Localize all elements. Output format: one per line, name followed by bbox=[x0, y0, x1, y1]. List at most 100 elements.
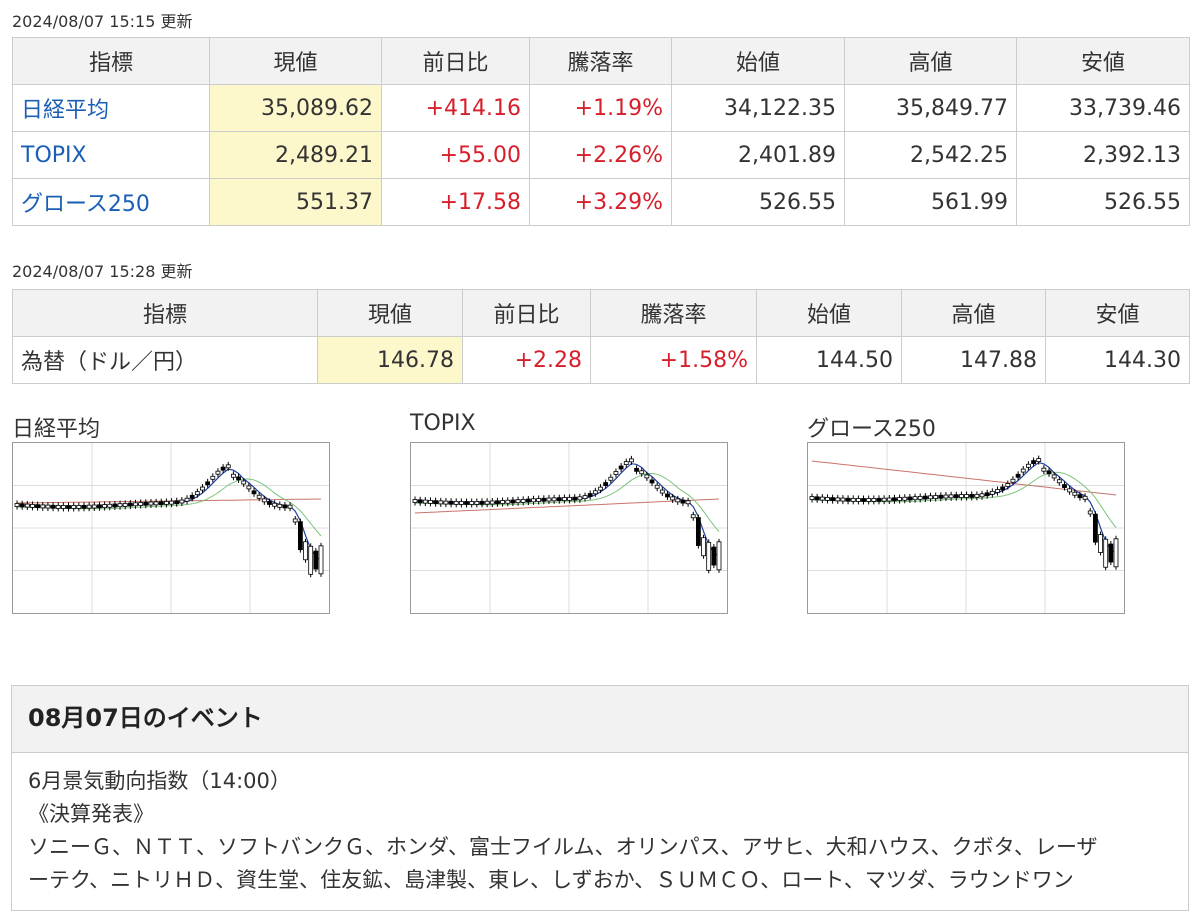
candle bbox=[644, 471, 650, 481]
candle bbox=[618, 463, 624, 473]
candle-body bbox=[546, 497, 552, 502]
candle-body bbox=[649, 479, 655, 484]
candle bbox=[138, 499, 144, 509]
candle-body bbox=[562, 497, 567, 501]
candle bbox=[30, 501, 35, 511]
col-header-low: 安値 bbox=[1016, 37, 1190, 85]
candle-body bbox=[639, 470, 645, 475]
candle bbox=[582, 492, 588, 502]
candle-body bbox=[1051, 474, 1057, 479]
candle-body bbox=[55, 504, 61, 509]
table-header-row: 指標 現値 前日比 騰落率 始値 高値 安値 bbox=[12, 289, 1190, 337]
candle-body bbox=[567, 496, 572, 501]
candle bbox=[448, 498, 454, 508]
candle-body bbox=[236, 476, 241, 481]
candle-body bbox=[587, 493, 593, 497]
candle bbox=[174, 497, 180, 507]
candle-body bbox=[907, 496, 913, 501]
chart-svg bbox=[411, 443, 727, 613]
candle bbox=[35, 501, 41, 511]
event-body: 6月景気動向指数（14:00） 《決算発表》 ソニーＧ、ＮＴＴ、ソフトバンクＧ、… bbox=[12, 753, 1188, 897]
low-value: 33,739.46 bbox=[1016, 84, 1190, 132]
chart-nikkei[interactable] bbox=[12, 442, 330, 614]
candle bbox=[835, 494, 841, 504]
candle bbox=[845, 495, 851, 505]
candle-body bbox=[1020, 468, 1026, 473]
candle bbox=[200, 484, 205, 494]
candle-body bbox=[845, 497, 851, 502]
candle-body bbox=[577, 496, 583, 501]
candle-body bbox=[102, 504, 107, 508]
candle-body bbox=[551, 497, 557, 502]
event-title: 08月07日のイベント bbox=[12, 686, 1188, 753]
candle bbox=[303, 538, 308, 563]
candle-body bbox=[35, 504, 41, 509]
candle-body bbox=[835, 497, 841, 502]
candle bbox=[169, 498, 174, 508]
candle-body bbox=[76, 505, 82, 509]
candle-body bbox=[484, 500, 490, 505]
moving-average-short bbox=[414, 463, 720, 557]
candle bbox=[1113, 535, 1119, 570]
candle bbox=[695, 514, 701, 549]
col-header-high: 高値 bbox=[901, 289, 1046, 337]
candle bbox=[665, 490, 670, 500]
candle bbox=[428, 497, 433, 507]
candle-body bbox=[40, 504, 46, 509]
candle bbox=[220, 464, 226, 474]
candle bbox=[313, 548, 319, 573]
candle bbox=[102, 501, 107, 511]
index-link-growth250[interactable]: グロース250 bbox=[12, 178, 210, 226]
candle-body bbox=[297, 521, 303, 551]
candle-body bbox=[525, 498, 531, 503]
candle bbox=[1010, 476, 1016, 486]
candle bbox=[256, 492, 262, 502]
candle bbox=[122, 500, 128, 510]
candle-body bbox=[91, 504, 97, 509]
candle-body bbox=[66, 505, 71, 509]
event-panel: 08月07日のイベント 6月景気動向指数（14:00） 《決算発表》 ソニーＧ、… bbox=[11, 685, 1189, 911]
candle-body bbox=[148, 501, 154, 506]
candle-body bbox=[654, 484, 660, 489]
high-value: 35,849.77 bbox=[844, 84, 1017, 132]
candle bbox=[556, 494, 562, 504]
candle-body bbox=[179, 499, 185, 504]
candle bbox=[510, 496, 516, 506]
candle-body bbox=[97, 504, 102, 509]
chart-svg bbox=[808, 443, 1124, 613]
candle bbox=[189, 492, 195, 502]
candle-body bbox=[618, 465, 624, 470]
candle bbox=[81, 502, 87, 512]
candle bbox=[938, 492, 944, 502]
chart-growth250[interactable] bbox=[807, 442, 1125, 614]
index-link-topix[interactable]: TOPIX bbox=[12, 131, 210, 179]
candle-body bbox=[107, 503, 113, 508]
high-value: 147.88 bbox=[901, 336, 1046, 384]
index-link-nikkei[interactable]: 日経平均 bbox=[12, 84, 210, 132]
candle-body bbox=[220, 466, 226, 471]
candle-body bbox=[143, 501, 149, 506]
candle-body bbox=[500, 500, 505, 504]
candle-body bbox=[855, 498, 861, 502]
candle-body bbox=[531, 498, 536, 503]
event-line: ソニーＧ、ＮＴＴ、ソフトバンクＧ、ホンダ、富士フイルム、オリンパス、アサヒ、大和… bbox=[28, 835, 1098, 859]
candle bbox=[261, 495, 267, 505]
candle bbox=[164, 498, 169, 508]
candle bbox=[830, 494, 836, 504]
candle bbox=[184, 495, 190, 505]
candle-body bbox=[1108, 543, 1114, 563]
candle-body bbox=[184, 497, 190, 502]
chart-topix[interactable] bbox=[410, 442, 728, 614]
col-header-high: 高値 bbox=[844, 37, 1017, 85]
candle bbox=[881, 495, 887, 505]
candle bbox=[133, 499, 138, 509]
candle bbox=[148, 499, 154, 509]
candle bbox=[634, 465, 639, 475]
candle-body bbox=[505, 499, 511, 504]
candle bbox=[871, 495, 877, 505]
candle bbox=[649, 476, 655, 486]
candle bbox=[469, 498, 475, 508]
table-row: TOPIX 2,489.21 +55.00 +2.26% 2,401.89 2,… bbox=[12, 131, 1190, 179]
candle bbox=[608, 474, 614, 484]
candle bbox=[24, 501, 30, 511]
